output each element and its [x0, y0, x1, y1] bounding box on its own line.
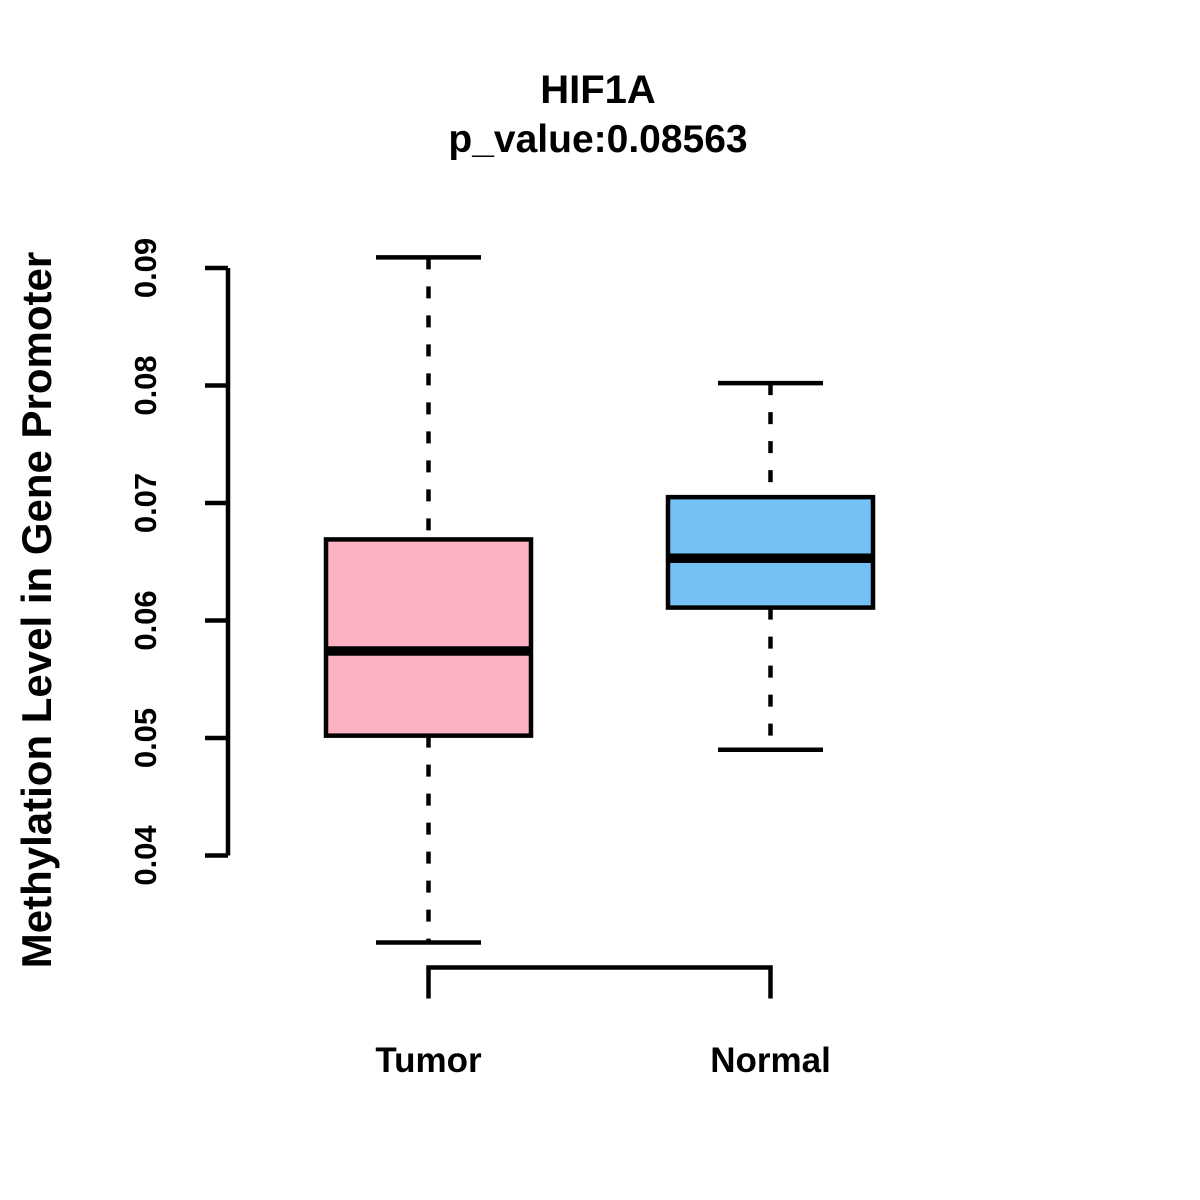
box-normal	[665, 494, 876, 610]
y-tick-label-0.05: 0.05	[128, 708, 163, 768]
y-tick-label-0.06: 0.06	[128, 590, 163, 650]
y-tick-label-0.07: 0.07	[128, 473, 163, 533]
x-axis-label-normal: Normal	[710, 1041, 831, 1080]
y-tick-label-0.04: 0.04	[128, 825, 163, 886]
y-tick-label-0.08: 0.08	[128, 355, 163, 415]
x-axis-bracket	[426, 965, 773, 999]
x-axis-label-tumor: Tumor	[375, 1041, 482, 1080]
y-axis-title: Methylation Level in Gene Promoter	[13, 251, 60, 969]
y-tick-label-0.09: 0.09	[128, 238, 163, 298]
chart-subtitle-pvalue: p_value:0.08563	[448, 118, 748, 161]
chart-title: HIF1A	[540, 68, 656, 112]
box-tumor	[323, 537, 534, 738]
